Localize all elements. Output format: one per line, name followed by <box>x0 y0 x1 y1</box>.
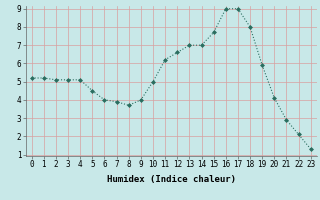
X-axis label: Humidex (Indice chaleur): Humidex (Indice chaleur) <box>107 175 236 184</box>
